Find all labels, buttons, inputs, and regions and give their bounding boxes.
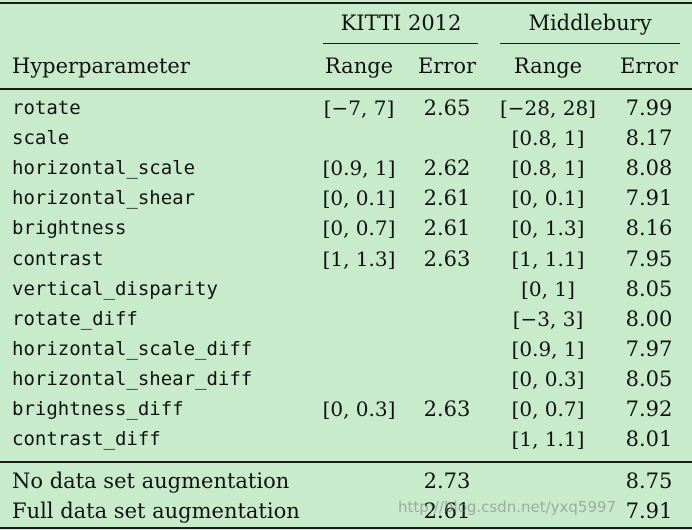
group-header-kitti: KITTI 2012 <box>340 11 462 35</box>
middlebury-range-cell: [−28, 28] <box>500 96 596 120</box>
summary-label: Full data set augmentation <box>12 499 300 523</box>
hyperparameter-name: contrast <box>12 247 104 270</box>
kitti-range-cell <box>318 274 400 304</box>
middlebury-range-cell: [0.8, 1] <box>511 156 585 181</box>
kitti-range-cell: [0.9, 1] <box>322 156 396 181</box>
header-middlebury-error: Error <box>619 54 679 78</box>
middlebury-range-cell: [0, 0.1] <box>511 186 585 211</box>
middlebury-error-cell: 8.16 <box>625 216 673 241</box>
summary-kitti-error: 2.61 <box>423 499 471 523</box>
kitti-error-cell: 2.61 <box>423 216 471 241</box>
top-rule <box>0 2 692 4</box>
middlebury-range-cell: [0.8, 1] <box>511 126 585 151</box>
middlebury-error-cell: 8.05 <box>625 366 673 391</box>
middlebury-range-cell: [−3, 3] <box>512 306 584 331</box>
middlebury-group-rule <box>500 43 680 44</box>
kitti-error-cell <box>408 364 486 394</box>
middlebury-range-cell: [0, 0.3] <box>511 366 585 391</box>
middlebury-error-cell: 7.97 <box>625 336 673 361</box>
kitti-error-cell: 2.63 <box>423 397 471 421</box>
middlebury-range-cell: [0, 1.3] <box>511 216 585 241</box>
kitti-range-cell: [0, 0.7] <box>322 216 396 241</box>
kitti-group-rule <box>323 43 478 44</box>
header-hyperparameter: Hyperparameter <box>12 54 190 78</box>
middlebury-error-cell: 7.91 <box>625 186 673 211</box>
middlebury-error-cell: 8.00 <box>625 306 673 331</box>
middlebury-error-cell: 7.92 <box>625 397 673 421</box>
kitti-error-cell <box>408 304 486 334</box>
kitti-range-cell <box>318 123 400 153</box>
summary-middlebury-error: 7.91 <box>625 499 673 523</box>
middlebury-error-cell: 8.17 <box>625 126 673 151</box>
hyperparameter-name: brightness <box>12 217 127 240</box>
middlebury-error-cell: 8.01 <box>625 427 673 452</box>
summary-kitti-error: 2.73 <box>423 469 471 493</box>
kitti-error-cell <box>408 274 486 304</box>
summary-label: No data set augmentation <box>12 469 290 493</box>
middlebury-error-cell: 7.99 <box>625 96 673 120</box>
hyperparameter-name: scale <box>12 127 70 150</box>
middlebury-error-cell: 7.95 <box>625 246 673 271</box>
kitti-range-cell: [0, 0.1] <box>322 186 396 211</box>
middlebury-range-cell: [1, 1.1] <box>511 246 585 271</box>
header-kitti-error: Error <box>417 54 477 78</box>
hyperparameter-name: vertical_disparity <box>12 277 218 300</box>
watermark-text: http://blog.csdn.net/yxq5997 <box>398 498 617 516</box>
middlebury-range-cell: [0, 1] <box>521 276 575 301</box>
hyperparameter-name: horizontal_shear <box>12 187 196 210</box>
hyperparameter-name: contrast_diff <box>12 428 161 451</box>
kitti-range-cell: [0, 0.3] <box>322 397 396 421</box>
kitti-error-cell <box>408 424 486 454</box>
header-middlebury-range: Range <box>513 54 583 78</box>
header-kitti-range: Range <box>324 54 394 78</box>
kitti-error-cell: 2.63 <box>423 246 471 271</box>
hyperparameter-name: rotate_diff <box>12 307 138 330</box>
kitti-range-cell: [1, 1.3] <box>322 246 396 271</box>
kitti-range-cell: [−7, 7] <box>323 96 395 120</box>
kitti-range-cell <box>318 334 400 364</box>
middlebury-range-cell: [0.9, 1] <box>511 336 585 361</box>
kitti-range-cell <box>318 424 400 454</box>
kitti-error-cell: 2.62 <box>423 156 471 181</box>
hyperparameter-name: horizontal_shear_diff <box>12 367 253 390</box>
hyperparameter-name: horizontal_scale <box>12 157 196 180</box>
hyperparameter-name: rotate <box>12 97 81 119</box>
hyperparameter-name: horizontal_scale_diff <box>12 337 253 360</box>
kitti-error-cell: 2.65 <box>423 96 471 120</box>
kitti-error-cell: 2.61 <box>423 186 471 211</box>
summary-middlebury-error: 8.75 <box>625 469 673 493</box>
header-rule <box>0 88 692 90</box>
kitti-range-cell <box>318 304 400 334</box>
middlebury-range-cell: [0, 0.7] <box>511 397 585 421</box>
hyperparameter-name: brightness_diff <box>12 398 184 420</box>
bottom-rule <box>0 527 692 529</box>
kitti-range-cell <box>318 364 400 394</box>
summary-rule <box>0 461 692 463</box>
middlebury-error-cell: 8.05 <box>625 276 673 301</box>
group-header-middlebury: Middlebury <box>528 11 652 35</box>
kitti-error-cell <box>408 123 486 153</box>
middlebury-error-cell: 8.08 <box>625 156 673 181</box>
kitti-error-cell <box>408 334 486 364</box>
middlebury-range-cell: [1, 1.1] <box>511 427 585 452</box>
